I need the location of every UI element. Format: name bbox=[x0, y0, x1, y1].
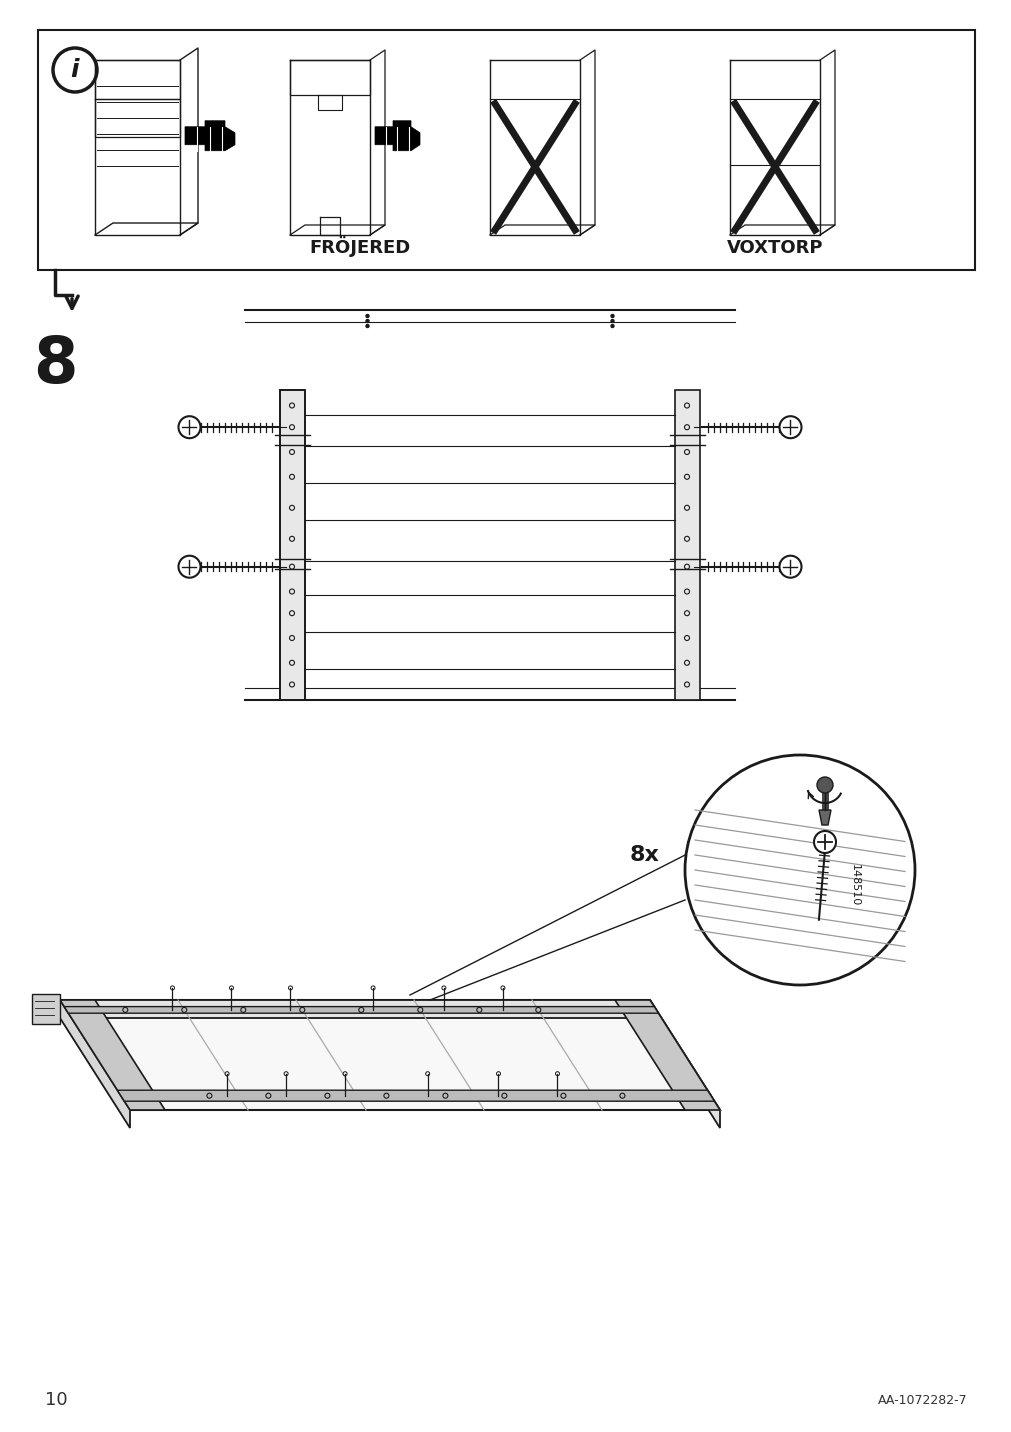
Circle shape bbox=[611, 315, 614, 318]
Circle shape bbox=[366, 325, 369, 328]
Polygon shape bbox=[60, 1000, 129, 1128]
Text: i: i bbox=[71, 59, 79, 82]
Bar bbox=[280, 390, 304, 700]
Polygon shape bbox=[649, 1000, 719, 1128]
Text: AA-1072282-7: AA-1072282-7 bbox=[878, 1393, 968, 1406]
Circle shape bbox=[366, 319, 369, 322]
Bar bbox=[674, 390, 700, 700]
Bar bbox=[32, 994, 60, 1024]
Text: 8x: 8x bbox=[630, 845, 659, 865]
Circle shape bbox=[611, 325, 614, 328]
Polygon shape bbox=[185, 120, 235, 150]
Circle shape bbox=[178, 417, 200, 438]
Text: 10: 10 bbox=[44, 1390, 68, 1409]
Polygon shape bbox=[60, 1000, 649, 1018]
Text: VOXTORP: VOXTORP bbox=[726, 239, 822, 256]
Polygon shape bbox=[117, 1090, 714, 1101]
Polygon shape bbox=[375, 120, 420, 150]
Circle shape bbox=[366, 315, 369, 318]
Text: 148510: 148510 bbox=[849, 863, 859, 906]
Circle shape bbox=[178, 556, 200, 577]
Polygon shape bbox=[64, 1007, 658, 1014]
Polygon shape bbox=[818, 811, 830, 825]
Polygon shape bbox=[60, 1000, 165, 1110]
Circle shape bbox=[53, 49, 97, 92]
Circle shape bbox=[816, 778, 832, 793]
Polygon shape bbox=[615, 1000, 719, 1110]
Circle shape bbox=[813, 831, 835, 853]
Polygon shape bbox=[60, 1000, 719, 1110]
Circle shape bbox=[611, 319, 614, 322]
Text: 8: 8 bbox=[32, 334, 77, 397]
Circle shape bbox=[684, 755, 914, 985]
Circle shape bbox=[778, 556, 801, 577]
Circle shape bbox=[778, 417, 801, 438]
Text: FRÖJERED: FRÖJERED bbox=[309, 236, 410, 256]
Bar bbox=[38, 30, 974, 271]
